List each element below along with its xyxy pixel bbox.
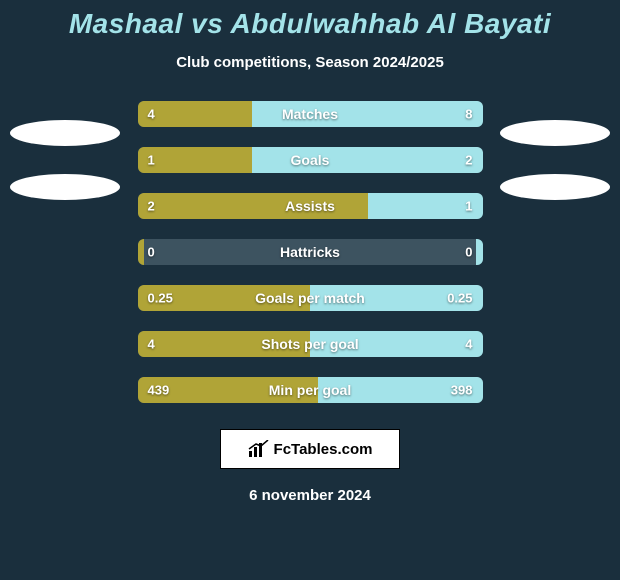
stat-row: Goals 1 2 (138, 147, 483, 173)
stat-label: Goals (291, 152, 330, 168)
stat-label: Matches (282, 106, 338, 122)
player2-value: 0 (465, 245, 472, 260)
date-text: 6 november 2024 (0, 487, 620, 504)
page-title: Mashaal vs Abdulwahhab Al Bayati (0, 8, 620, 40)
player2-ellipse-bottom (500, 174, 610, 200)
player1-value: 0 (148, 245, 155, 260)
stat-row: Assists 2 1 (138, 193, 483, 219)
player1-ellipse-top (10, 120, 120, 146)
player2-value: 0.25 (447, 291, 472, 306)
player2-value: 4 (465, 337, 472, 352)
brand-text: FcTables.com (274, 441, 373, 458)
player1-value: 0.25 (148, 291, 173, 306)
player1-value: 1 (148, 153, 155, 168)
player1-ellipse-bottom (10, 174, 120, 200)
player1-bar (138, 239, 145, 265)
stat-row: Matches 4 8 (138, 101, 483, 127)
player2-ellipse-top (500, 120, 610, 146)
stat-label: Shots per goal (261, 336, 358, 352)
stat-row: Hattricks 0 0 (138, 239, 483, 265)
stats-list: Matches 4 8 Goals 1 2 Assists 2 1 Hattricks 0 0 Goal… (138, 101, 483, 403)
stat-row: Min per goal 439 398 (138, 377, 483, 403)
player2-value: 1 (465, 199, 472, 214)
stat-label: Min per goal (269, 382, 351, 398)
player2-bar (476, 239, 483, 265)
player1-value: 4 (148, 337, 155, 352)
player1-value: 2 (148, 199, 155, 214)
player2-value: 2 (465, 153, 472, 168)
player1-avatar-stack (10, 120, 120, 200)
brand-badge[interactable]: FcTables.com (220, 429, 400, 469)
player2-value: 8 (465, 107, 472, 122)
stat-label: Goals per match (255, 290, 365, 306)
player2-value: 398 (451, 383, 473, 398)
player2-bar (252, 147, 482, 173)
comparison-card: Mashaal vs Abdulwahhab Al Bayati Club co… (0, 0, 620, 580)
stat-label: Hattricks (280, 244, 340, 260)
player2-avatar-stack (500, 120, 610, 200)
player1-value: 4 (148, 107, 155, 122)
stat-row: Shots per goal 4 4 (138, 331, 483, 357)
subtitle: Club competitions, Season 2024/2025 (0, 54, 620, 71)
stat-row: Goals per match 0.25 0.25 (138, 285, 483, 311)
stat-label: Assists (285, 198, 335, 214)
chart-icon (248, 440, 270, 458)
player1-value: 439 (148, 383, 170, 398)
